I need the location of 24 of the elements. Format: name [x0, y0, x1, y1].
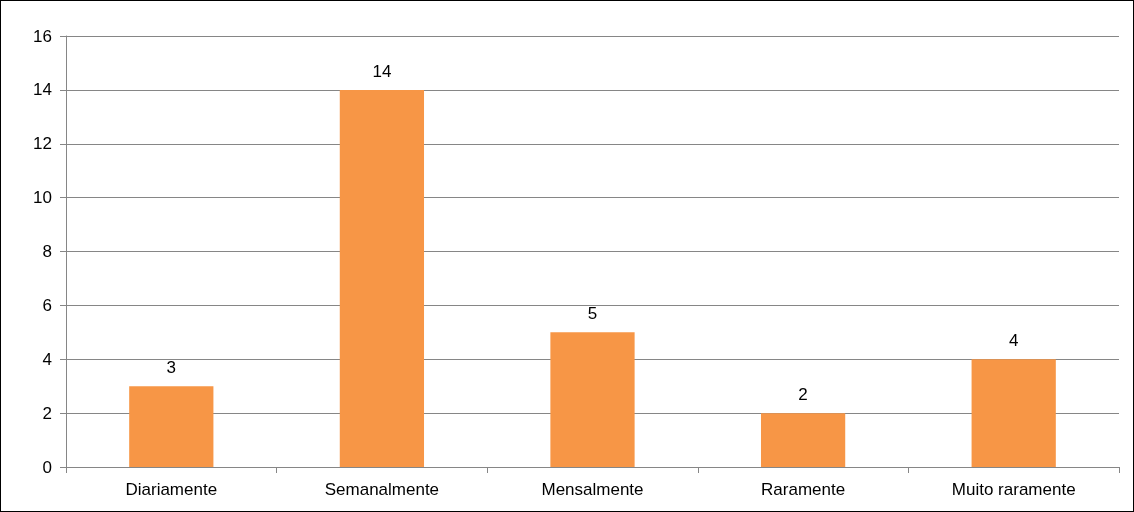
- y-tick-label: 4: [42, 349, 52, 369]
- y-tick-label: 16: [33, 26, 52, 46]
- x-tick-label: Diariamente: [125, 480, 218, 499]
- y-tick-label: 8: [42, 242, 52, 261]
- y-tick-label: 10: [33, 188, 52, 208]
- data-label: 3: [166, 358, 177, 378]
- bar: [550, 332, 635, 467]
- y-tick-label: 2: [42, 403, 52, 423]
- bar: [760, 413, 846, 467]
- bar: [129, 386, 214, 467]
- y-tick-label: 14: [33, 80, 52, 100]
- y-tick-label: 12: [33, 134, 52, 154]
- x-tick-label: Mensalmente: [541, 480, 644, 499]
- bar: [339, 89, 425, 467]
- x-tick-label: Semanalmente: [324, 480, 440, 499]
- data-label: 2: [798, 385, 808, 405]
- x-tick-label: Muito raramente: [951, 480, 1076, 499]
- data-label: 4: [1008, 331, 1019, 351]
- y-tick-label: 6: [42, 295, 52, 315]
- data-label: 5: [587, 304, 598, 324]
- data-label: 14: [372, 61, 392, 81]
- bar: [971, 359, 1056, 467]
- y-tick-label: 0: [42, 457, 52, 477]
- x-tick-label: Raramente: [761, 480, 846, 499]
